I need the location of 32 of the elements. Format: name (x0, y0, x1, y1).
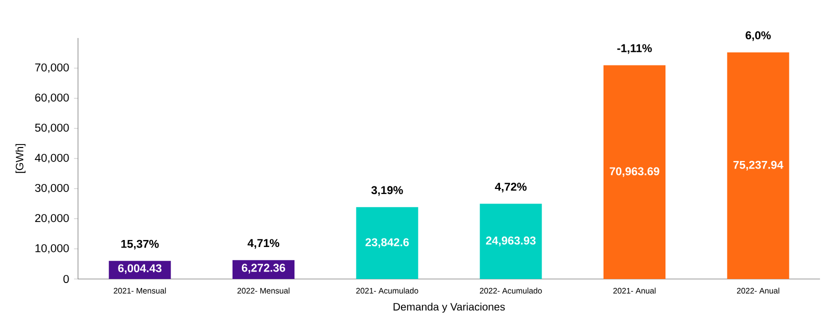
y-tick-label: 0 (63, 274, 69, 283)
annotation: -1,11% (617, 44, 652, 54)
x-tick-label: 2021- Anual (613, 288, 656, 294)
x-tick-label: 2022- Mensual (237, 288, 290, 294)
annotation: 15,37% (121, 240, 159, 250)
y-tick-label: 50,000 (35, 124, 69, 134)
x-axis-title: Demanda y Variaciones (394, 302, 505, 313)
x-tick-label: 2022- Acumulado (480, 288, 542, 294)
bar (727, 52, 790, 279)
annotation: 6,0% (746, 31, 771, 41)
y-tick-label: 70,000 (35, 63, 69, 73)
annotation: 4,72% (494, 182, 527, 192)
bar (356, 207, 418, 279)
bar (603, 65, 666, 279)
data-label: 6,272.36 (242, 264, 286, 274)
data-label: 24,963.93 (486, 236, 536, 246)
x-tick-label: 2022- Anual (736, 288, 780, 294)
y-tick-label: 30,000 (35, 184, 69, 194)
y-tick-label: 10,000 (35, 244, 69, 254)
annotation: 4,71% (248, 239, 280, 249)
bar (480, 204, 542, 279)
data-label: 23,842.6 (366, 238, 409, 248)
annotation: 3,19% (371, 186, 403, 196)
y-tick-label: 20,000 (35, 214, 69, 224)
y-tick-label: 40,000 (34, 154, 69, 164)
data-label: 6,004.43 (118, 264, 162, 274)
x-tick-label: 2021- Mensual (114, 288, 166, 294)
data-label: 70,963.69 (610, 167, 660, 177)
data-label: 75,237.94 (733, 160, 784, 170)
y-axis-title: [GWh] (16, 144, 26, 173)
y-tick-label: 60,000 (35, 94, 69, 103)
x-tick-label: 2021- Acumulado (356, 288, 418, 294)
